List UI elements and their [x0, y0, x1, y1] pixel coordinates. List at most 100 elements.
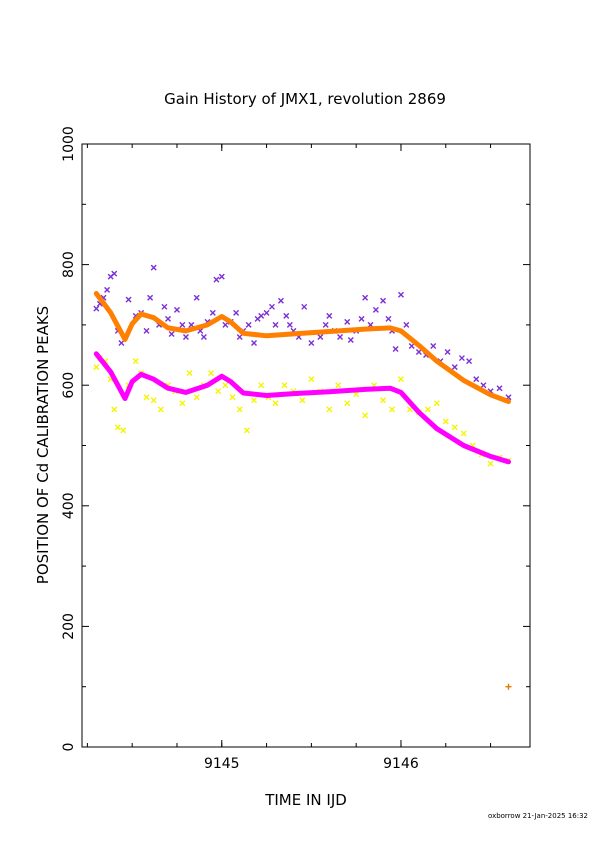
upper-peak-points-point — [233, 309, 240, 316]
lower-peak-points-point — [460, 430, 467, 437]
upper-peak-points-point — [496, 385, 503, 392]
upper-peak-points-point — [173, 306, 180, 313]
lower-peak-points-point — [222, 382, 229, 389]
lower-peak-points-point — [179, 400, 186, 407]
upper-peak-points-point — [236, 333, 243, 340]
lower-peak-points-point — [397, 376, 404, 383]
upper-peak-points-point — [263, 309, 270, 316]
lower-peak-points-point — [114, 424, 121, 431]
upper-peak-points-point — [147, 294, 154, 301]
upper-peak-points-point — [466, 358, 473, 365]
lower-peak-points-point — [93, 364, 100, 371]
upper-peak-points-point — [301, 303, 308, 310]
y-axis: 0 200 400 600 800 1000 — [61, 126, 530, 751]
y-tick-label: 1000 — [61, 126, 77, 162]
upper-peak-fit-series — [93, 291, 511, 404]
chart-title: Gain History of JMX1, revolution 2869 — [164, 90, 446, 108]
lower-peak-points-point — [132, 358, 139, 365]
upper-peak-points-point — [283, 312, 290, 319]
upper-peak-fit-line — [93, 291, 511, 404]
x-tick-label: 9146 — [383, 756, 419, 772]
upper-peak-points-point — [168, 330, 175, 337]
upper-peak-points-point — [209, 309, 216, 316]
upper-peak-points-point — [337, 333, 344, 340]
lower-peak-points-point — [215, 388, 222, 395]
upper-peak-points-point — [118, 339, 125, 346]
x-axis-label: TIME IN IJD — [264, 791, 347, 809]
lower-peak-points-point — [281, 382, 288, 389]
lower-peak-points-point — [451, 424, 458, 431]
lower-peak-points-point — [150, 397, 157, 404]
lower-peak-points-point — [258, 382, 265, 389]
upper-peak-points-point — [111, 270, 118, 277]
upper-peak-points-point — [277, 297, 284, 304]
upper-peak-points-point — [380, 297, 387, 304]
lower-peak-points-point — [335, 382, 342, 389]
lower-peak-points-point — [362, 412, 369, 419]
lower-peak-points-point — [272, 400, 279, 407]
lower-peak-points-point — [186, 370, 193, 377]
upper-peak-points-point — [362, 294, 369, 301]
lower-peak-points-point — [299, 397, 306, 404]
lower-peak-points-point — [120, 427, 127, 434]
upper-peak-points-point — [179, 321, 186, 328]
upper-peak-points-point — [392, 346, 399, 353]
upper-peak-points-point — [200, 333, 207, 340]
upper-peak-points-point — [403, 321, 410, 328]
upper-peak-points-point — [408, 343, 415, 349]
upper-peak-points-point — [93, 305, 100, 312]
upper-peak-points-point — [326, 312, 333, 319]
lower-peak-points-point — [229, 394, 236, 401]
x-tick-label: 9145 — [204, 756, 240, 772]
lower-peak-points-point — [380, 397, 387, 404]
upper-peak-points-point — [222, 321, 229, 328]
upper-peak-points-point — [385, 315, 392, 322]
upper-peak-points-point — [268, 303, 275, 310]
upper-peak-points-point — [480, 382, 487, 389]
upper-peak-points-point — [193, 294, 200, 301]
y-tick-label: 400 — [61, 492, 77, 519]
outlier-point — [505, 683, 512, 690]
upper-peak-points-point — [104, 286, 111, 293]
lower-peak-fit-line — [93, 351, 511, 465]
lower-peak-points-point — [236, 406, 243, 413]
lower-peak-points-point — [344, 400, 351, 407]
y-axis-label: POSITION OF Cd CALIBRATION PEAKS — [34, 306, 52, 584]
y-tick-label: 200 — [61, 613, 77, 640]
lower-peak-points-point — [424, 406, 431, 413]
lower-peak-points-point — [442, 418, 449, 425]
lower-peak-points-point — [193, 394, 200, 401]
upper-peak-points-point — [251, 339, 258, 346]
lower-peak-points-point — [389, 406, 396, 413]
upper-peak-points-point — [473, 376, 480, 383]
upper-peak-points-point — [213, 276, 220, 283]
upper-peak-points-point — [182, 333, 189, 340]
outlier-series — [505, 683, 512, 690]
upper-peak-points-point — [125, 296, 132, 303]
upper-peak-points-point — [347, 336, 354, 343]
lower-peak-fit-series — [93, 351, 511, 465]
y-tick-label: 0 — [61, 743, 77, 752]
footer-credit: oxborrow 21-Jan-2025 16:32 — [488, 812, 588, 820]
lower-peak-points-point — [243, 427, 250, 434]
lower-peak-points-point — [487, 460, 494, 467]
lower-peak-points-point — [111, 406, 118, 413]
upper-peak-points-point — [165, 315, 172, 322]
upper-peak-points-point — [415, 349, 422, 356]
upper-peak-points-point — [245, 321, 252, 328]
lower-peak-points-point — [208, 370, 215, 377]
upper-peak-points-point — [161, 303, 168, 310]
upper-peak-points-point — [451, 364, 458, 371]
lower-peak-points-point — [157, 406, 164, 413]
upper-peak-points-point — [322, 321, 329, 328]
upper-peak-points-point — [143, 327, 150, 334]
lower-peak-points-point — [433, 400, 440, 407]
lower-peak-points-point — [251, 397, 258, 404]
lower-peak-points-point — [326, 406, 333, 413]
upper-peak-points-point — [218, 273, 225, 280]
upper-peak-points-point — [444, 349, 451, 356]
upper-peak-points-point — [272, 321, 279, 328]
upper-peak-points-point — [372, 306, 379, 313]
series-layer — [93, 264, 512, 690]
upper-peak-points-point — [317, 333, 324, 340]
